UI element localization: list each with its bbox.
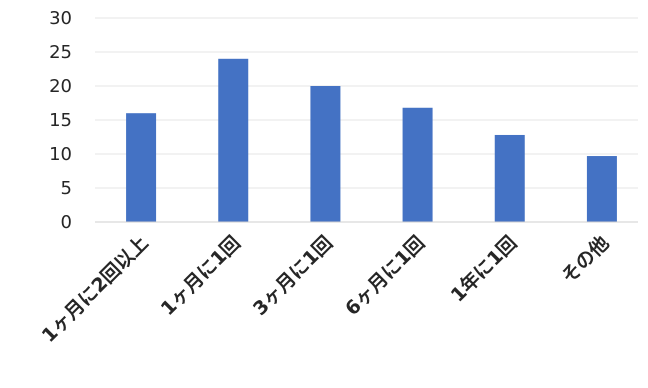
y-tick-label: 20 bbox=[49, 76, 72, 97]
y-tick-label: 15 bbox=[49, 110, 72, 131]
bar bbox=[310, 86, 341, 222]
bar bbox=[126, 113, 157, 222]
bars bbox=[126, 58, 617, 222]
y-tick-label: 25 bbox=[49, 42, 72, 63]
x-tick-label: 3ヶ月に1回 bbox=[249, 232, 337, 320]
x-tick-label: 1年に1回 bbox=[446, 231, 521, 306]
y-tick-label: 0 bbox=[61, 212, 72, 233]
bar bbox=[402, 107, 433, 222]
x-tick-labels: 1ヶ月に2回以上 1ヶ月に1回 3ヶ月に1回 6ヶ月に1回 1年に1回 その他 bbox=[38, 231, 614, 347]
bar bbox=[586, 156, 617, 222]
x-tick-label: 6ヶ月に1回 bbox=[341, 232, 429, 320]
y-tick-labels: 0 5 10 15 20 25 30 bbox=[49, 8, 72, 233]
x-tick-label: その他 bbox=[557, 231, 614, 288]
y-tick-label: 30 bbox=[49, 8, 72, 29]
x-tick-label: 1ヶ月に2回以上 bbox=[38, 232, 153, 347]
gridlines bbox=[95, 17, 638, 189]
bar bbox=[494, 134, 525, 222]
bar bbox=[218, 58, 249, 222]
x-tick-label: 1ヶ月に1回 bbox=[157, 232, 245, 320]
y-tick-label: 10 bbox=[49, 144, 72, 165]
y-tick-label: 5 bbox=[61, 178, 72, 199]
